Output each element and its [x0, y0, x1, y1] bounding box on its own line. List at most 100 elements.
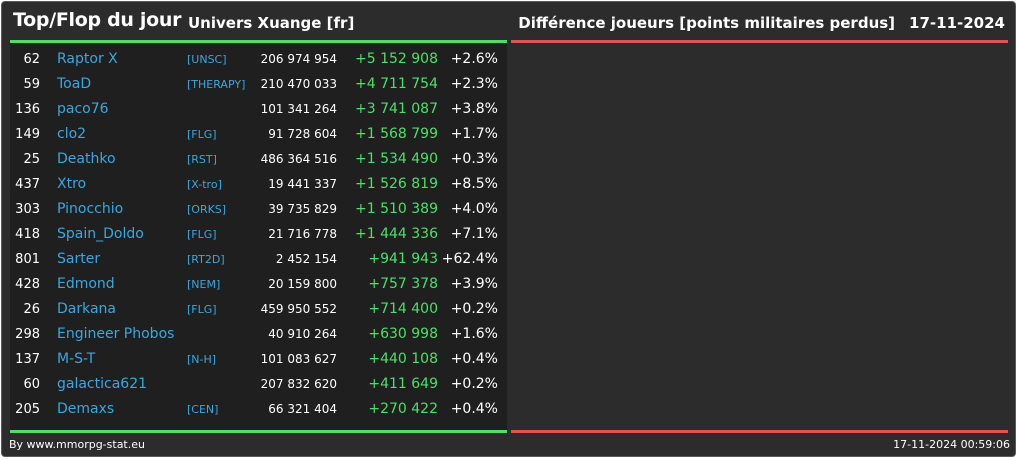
points-difference: +1 510 389: [355, 201, 438, 217]
page-title: Top/Flop du jour: [13, 9, 182, 31]
player-name-link[interactable]: galactica621: [57, 376, 148, 392]
player-name-link[interactable]: ToaD: [57, 76, 92, 92]
player-rank: 418: [15, 227, 40, 242]
points-difference: +5 152 908: [355, 51, 438, 67]
flop-panel-bottom-border: [511, 430, 1008, 433]
points-difference: +440 108: [368, 351, 438, 367]
player-rank: 25: [23, 152, 40, 167]
percent-change: +0.4%: [450, 351, 498, 367]
player-row: 149 clo2 [FLG] 91 728 604 +1 568 799 +1.7%: [10, 122, 507, 147]
alliance-tag-link[interactable]: [THERAPY]: [187, 78, 246, 91]
player-row: 428 Edmond [NEM] 20 159 800 +757 378 +3.9%: [10, 272, 507, 297]
flop-players-panel: [511, 43, 1008, 430]
player-points: 101 083 627: [260, 352, 337, 366]
alliance-tag-link[interactable]: [RST]: [187, 153, 217, 166]
player-rank: 303: [15, 202, 40, 217]
player-name-link[interactable]: Deathko: [57, 151, 116, 167]
player-name-link[interactable]: Edmond: [57, 276, 115, 292]
player-points: 207 832 620: [260, 377, 337, 391]
footer-timestamp: 17-11-2024 00:59:06: [893, 438, 1010, 451]
percent-change: +0.2%: [450, 376, 498, 392]
site-credit: By www.mmorpg-stat.eu: [9, 438, 145, 451]
player-points: 210 470 033: [260, 77, 337, 91]
alliance-tag-link[interactable]: [NEM]: [187, 278, 221, 291]
player-name-link[interactable]: paco76: [57, 101, 109, 117]
player-rank: 59: [23, 77, 40, 92]
player-name-link[interactable]: Xtro: [57, 176, 87, 192]
points-difference: +3 741 087: [355, 101, 438, 117]
player-row: 801 Sarter [RT2D] 2 452 154 +941 943 +62.4%: [10, 247, 507, 272]
points-difference: +630 998: [368, 326, 438, 342]
percent-change: +8.5%: [450, 176, 498, 192]
points-difference: +1 526 819: [355, 176, 438, 192]
alliance-tag-link[interactable]: [UNSC]: [187, 53, 227, 66]
player-rank: 298: [15, 327, 40, 342]
player-name-link[interactable]: Raptor X: [57, 51, 118, 67]
player-points: 459 950 552: [260, 302, 337, 316]
header-date: 17-11-2024: [909, 14, 1005, 32]
player-rank: 428: [15, 277, 40, 292]
player-rank: 60: [23, 377, 40, 392]
alliance-tag-link[interactable]: [CEN]: [187, 403, 219, 416]
player-points: 19 441 337: [268, 177, 337, 191]
player-rank: 136: [15, 102, 40, 117]
player-row: 26 Darkana [FLG] 459 950 552 +714 400 +0.2%: [10, 297, 507, 322]
alliance-tag-link[interactable]: [FLG]: [187, 128, 217, 141]
player-rank: 205: [15, 402, 40, 417]
player-row: 418 Spain_Doldo [FLG] 21 716 778 +1 444 336 +…: [10, 222, 507, 247]
player-points: 486 364 516: [260, 152, 337, 166]
points-difference: +941 943: [368, 251, 438, 267]
percent-change: +3.8%: [450, 101, 498, 117]
player-name-link[interactable]: Darkana: [57, 301, 117, 317]
points-difference: +411 649: [368, 376, 438, 392]
player-row: 60 galactica621 207 832 620 +411 649 +0.2%: [10, 372, 507, 397]
player-rank: 437: [15, 177, 40, 192]
player-points: 39 735 829: [268, 202, 337, 216]
player-row: 25 Deathko [RST] 486 364 516 +1 534 490 +0.3%: [10, 147, 507, 172]
percent-change: +1.6%: [450, 326, 498, 342]
alliance-tag-link[interactable]: [ORKS]: [187, 203, 227, 216]
points-difference: +1 444 336: [355, 226, 438, 242]
alliance-tag-link[interactable]: [RT2D]: [187, 253, 225, 266]
alliance-tag-link[interactable]: [N-H]: [187, 353, 217, 366]
percent-change: +7.1%: [450, 226, 498, 242]
player-row: 137 M-S-T [N-H] 101 083 627 +440 108 +0.4%: [10, 347, 507, 372]
points-difference: +4 711 754: [355, 76, 438, 92]
player-points: 91 728 604: [268, 127, 337, 141]
alliance-tag-link[interactable]: [X-tro]: [187, 178, 222, 191]
player-rank: 26: [23, 302, 40, 317]
player-name-link[interactable]: clo2: [57, 126, 87, 142]
percent-change: +3.9%: [450, 276, 498, 292]
points-difference: +270 422: [368, 401, 438, 417]
top-panel-top-border: [10, 40, 507, 43]
player-points: 101 341 264: [260, 102, 337, 116]
flop-panel-top-border: [511, 40, 1008, 43]
player-name-link[interactable]: Sarter: [57, 251, 101, 267]
percent-change: +2.3%: [450, 76, 498, 92]
player-name-link[interactable]: Engineer Phobos: [57, 326, 175, 342]
percent-change: +2.6%: [450, 51, 498, 67]
player-row: 62 Raptor X [UNSC] 206 974 954 +5 152 908 +2.…: [10, 47, 507, 72]
player-points: 66 321 404: [268, 402, 337, 416]
points-difference: +714 400: [368, 301, 438, 317]
alliance-tag-link[interactable]: [FLG]: [187, 303, 217, 316]
player-row: 205 Demaxs [CEN] 66 321 404 +270 422 +0.4%: [10, 397, 507, 422]
player-points: 20 159 800: [268, 277, 337, 291]
percent-change: +0.2%: [450, 301, 498, 317]
player-points: 2 452 154: [275, 252, 337, 266]
points-difference: +1 568 799: [355, 126, 438, 142]
player-points: 206 974 954: [260, 52, 337, 66]
percent-change: +0.4%: [450, 401, 498, 417]
player-points: 40 910 264: [268, 327, 337, 341]
alliance-tag-link[interactable]: [FLG]: [187, 228, 217, 241]
universe-label: Univers Xuange [fr]: [188, 14, 355, 32]
player-name-link[interactable]: Pinocchio: [57, 201, 124, 217]
percent-change: +1.7%: [450, 126, 498, 142]
player-name-link[interactable]: Demaxs: [57, 401, 115, 417]
player-name-link[interactable]: M-S-T: [57, 351, 96, 367]
percent-change: +0.3%: [450, 151, 498, 167]
player-rank: 801: [15, 252, 40, 267]
player-row: 298 Engineer Phobos 40 910 264 +630 998 +1.6…: [10, 322, 507, 347]
points-difference: +1 534 490: [355, 151, 438, 167]
player-name-link[interactable]: Spain_Doldo: [57, 226, 144, 242]
